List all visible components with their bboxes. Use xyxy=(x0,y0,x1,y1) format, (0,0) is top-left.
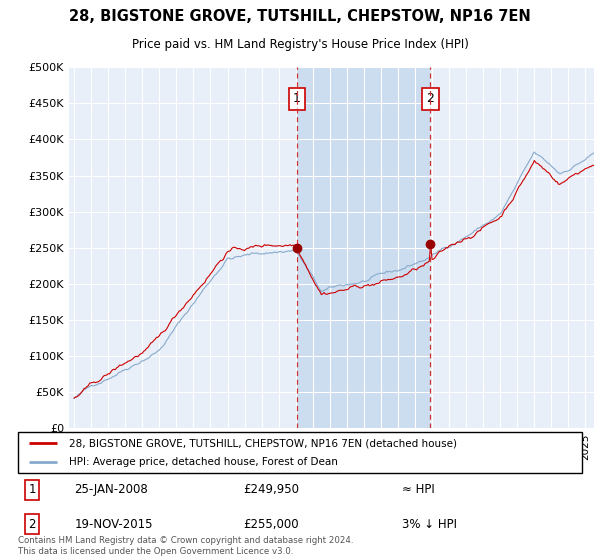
Text: 19-NOV-2015: 19-NOV-2015 xyxy=(74,517,153,530)
Text: 28, BIGSTONE GROVE, TUTSHILL, CHEPSTOW, NP16 7EN (detached house): 28, BIGSTONE GROVE, TUTSHILL, CHEPSTOW, … xyxy=(69,438,457,449)
Text: 2: 2 xyxy=(427,92,434,105)
Text: 28, BIGSTONE GROVE, TUTSHILL, CHEPSTOW, NP16 7EN: 28, BIGSTONE GROVE, TUTSHILL, CHEPSTOW, … xyxy=(69,9,531,24)
Text: £255,000: £255,000 xyxy=(244,517,299,530)
Text: 1: 1 xyxy=(28,483,36,496)
Bar xyxy=(297,67,430,428)
Text: £249,950: £249,950 xyxy=(244,483,299,496)
Text: 2: 2 xyxy=(28,517,36,530)
Text: ≈ HPI: ≈ HPI xyxy=(401,483,434,496)
Text: 3% ↓ HPI: 3% ↓ HPI xyxy=(401,517,457,530)
FancyBboxPatch shape xyxy=(18,432,582,473)
Text: Price paid vs. HM Land Registry's House Price Index (HPI): Price paid vs. HM Land Registry's House … xyxy=(131,38,469,51)
Text: HPI: Average price, detached house, Forest of Dean: HPI: Average price, detached house, Fore… xyxy=(69,457,338,467)
Text: 1: 1 xyxy=(293,92,301,105)
Text: Contains HM Land Registry data © Crown copyright and database right 2024.
This d: Contains HM Land Registry data © Crown c… xyxy=(18,536,353,556)
Text: 25-JAN-2008: 25-JAN-2008 xyxy=(74,483,148,496)
